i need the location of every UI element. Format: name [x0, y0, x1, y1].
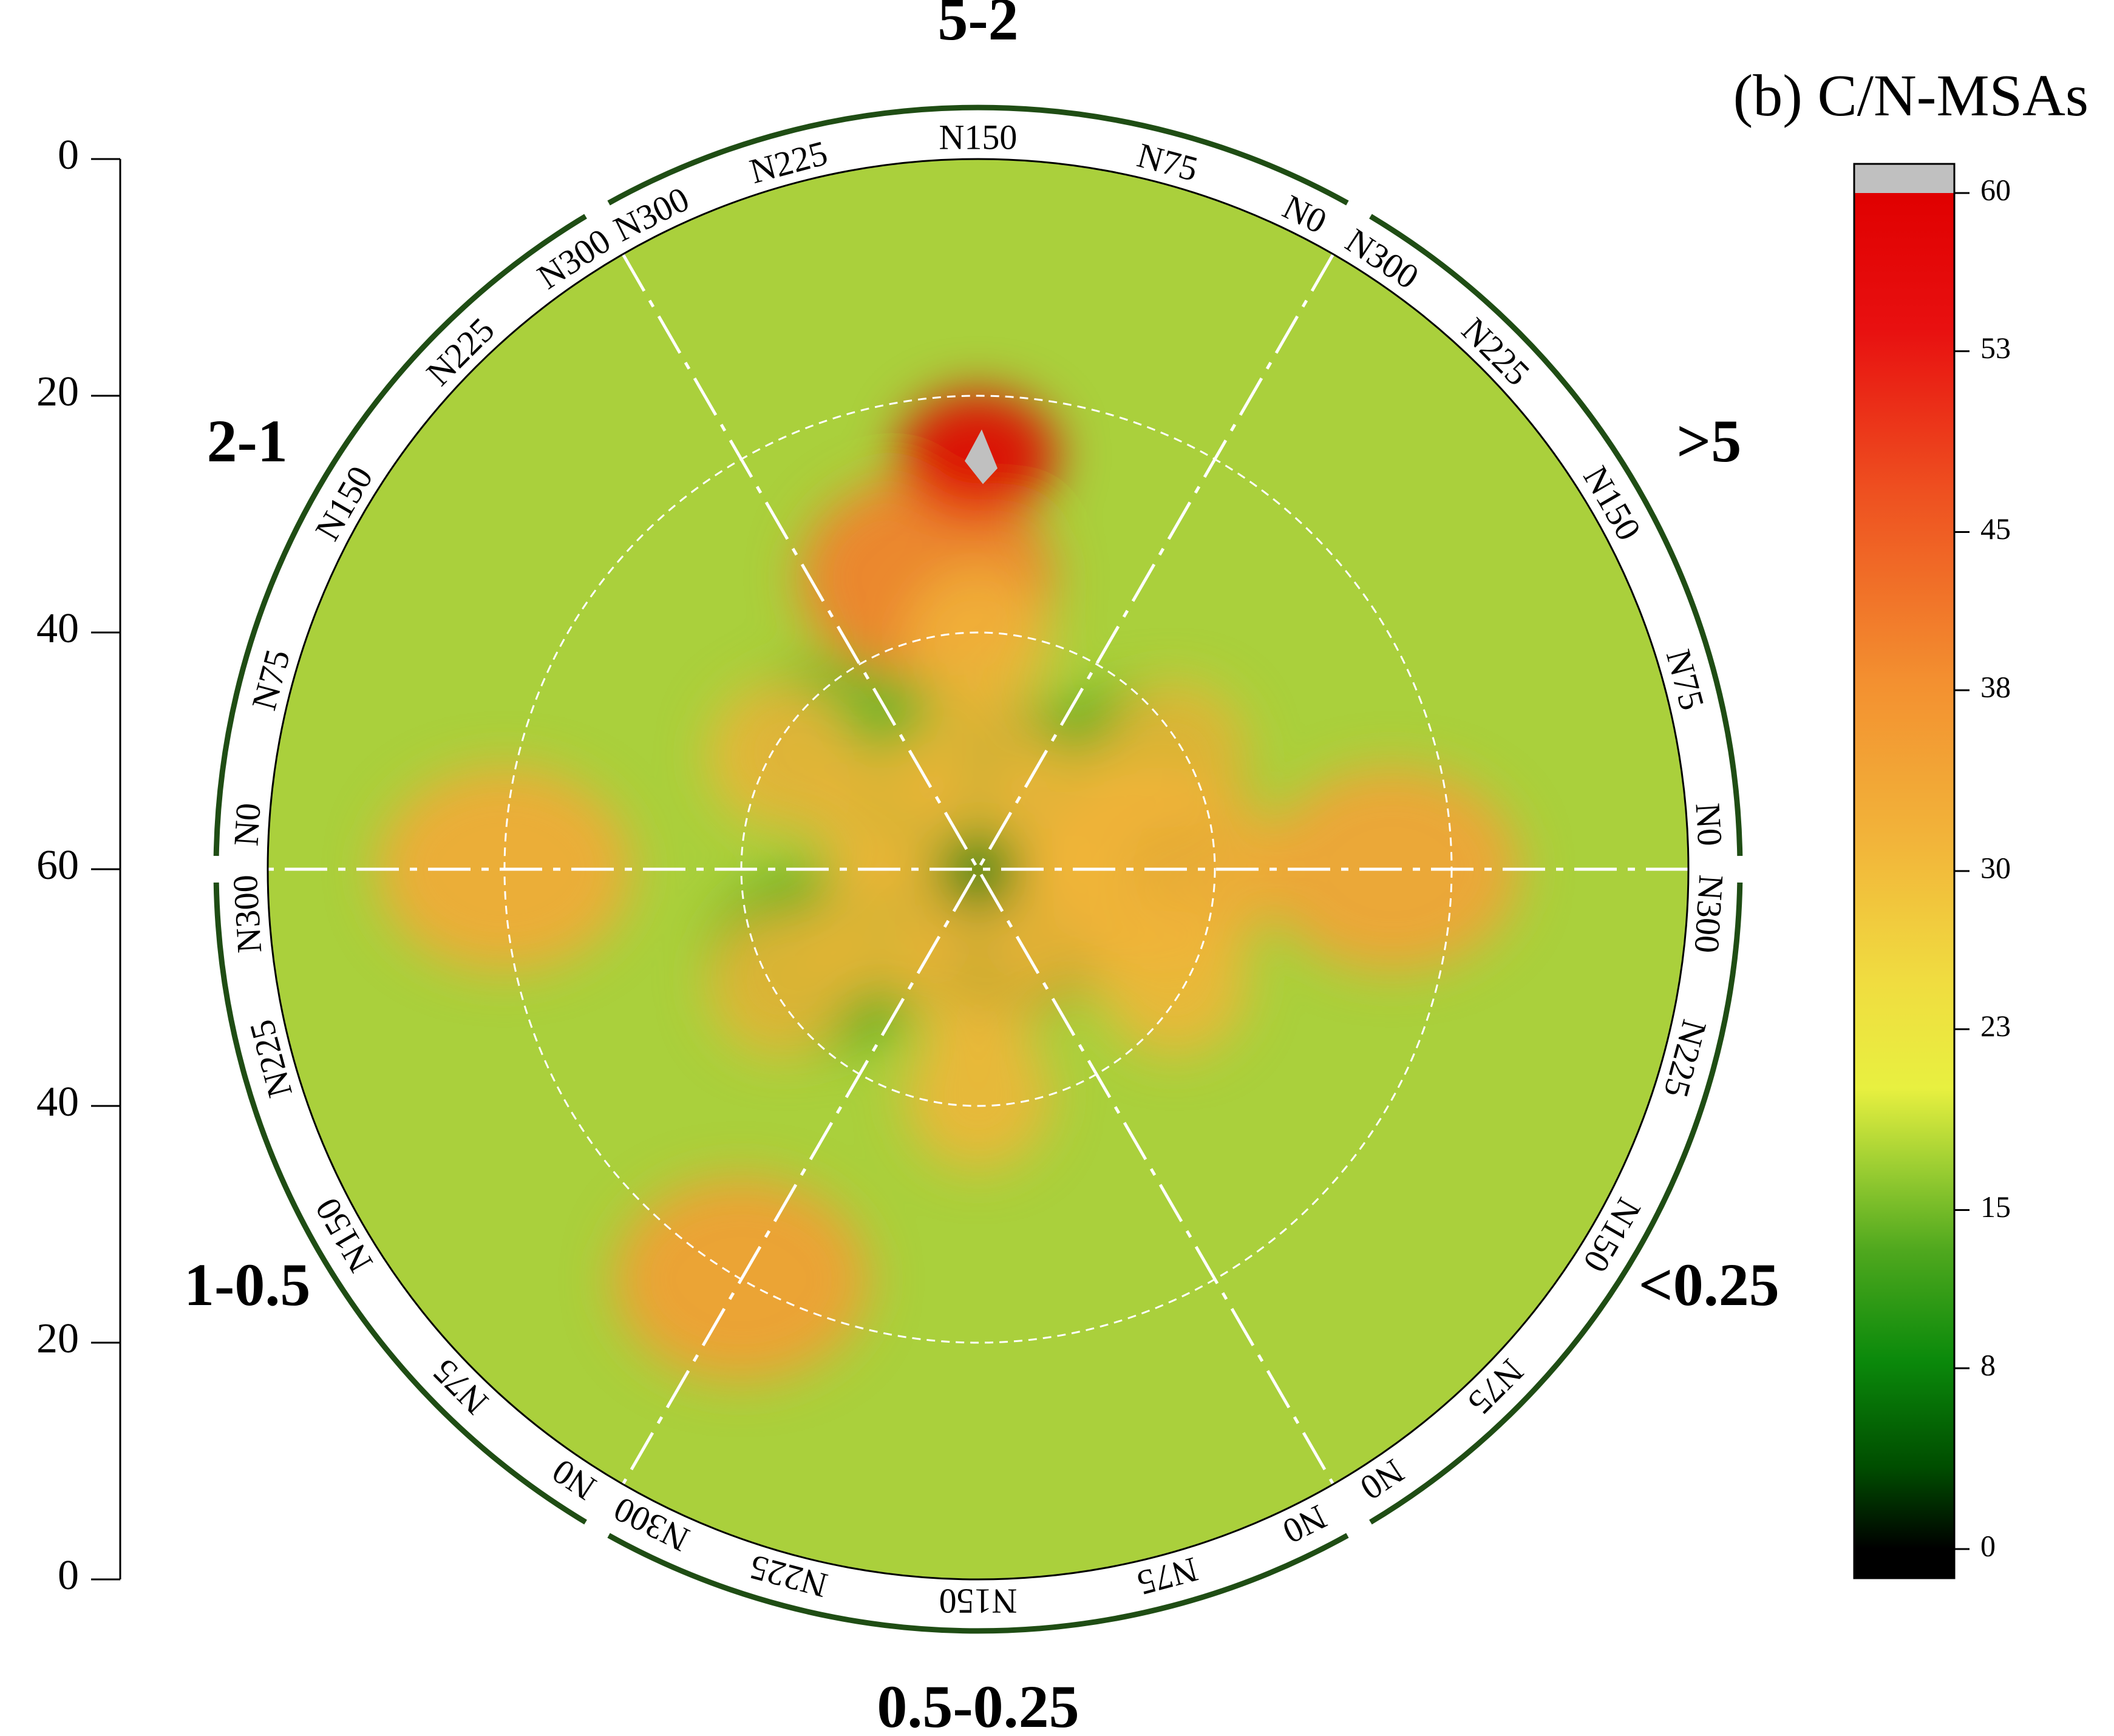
colorbar-over-color	[1854, 164, 1954, 193]
colorbar-tick-label: 38	[1980, 670, 2011, 704]
colorbar-tick-label: 45	[1980, 512, 2011, 546]
contour-region	[905, 1023, 1051, 1170]
colorbar-ticks: 0 8 15 23 30 38 45 53 60	[1954, 172, 2011, 1562]
colorbar-gradient	[1854, 193, 1954, 1549]
radial-tick-label: 0	[58, 132, 79, 178]
n-tick-label: N300	[1687, 873, 1732, 954]
sector-arc	[213, 882, 587, 1525]
radial-tick-label: 20	[36, 368, 79, 415]
radial-tick-label: 20	[36, 1315, 79, 1362]
sector-arc	[1369, 214, 1743, 856]
chart-title: (b) C/N-MSAs	[1733, 63, 2089, 129]
sector-label: 2-1	[207, 407, 288, 475]
radial-tick-label: 60	[36, 842, 79, 889]
colorbar-tick-label: 30	[1980, 850, 2011, 884]
colorbar-tick-label: 0	[1980, 1528, 1996, 1562]
sector-arc	[1369, 882, 1743, 1525]
colorbar-tick-label: 15	[1980, 1190, 2011, 1224]
colorbar-tick-label: 23	[1980, 1009, 2011, 1043]
n-tick-label: N150	[939, 117, 1018, 157]
n-tick-label: N0	[226, 802, 268, 847]
sector-label: >5	[1676, 407, 1741, 475]
sector-label: 0.5-0.25	[877, 1673, 1079, 1736]
sector-arc	[607, 104, 1349, 206]
contour-region	[1102, 682, 1248, 829]
grid-layer	[268, 253, 1688, 1485]
radial-axis: 0 20 40 60 40 20 0	[36, 132, 121, 1599]
sector-label: 1-0.5	[184, 1251, 310, 1318]
sector-divider	[621, 253, 1335, 1485]
contour-region	[905, 569, 1051, 715]
sector-label: <0.25	[1639, 1251, 1779, 1318]
contour-region	[708, 682, 854, 829]
colorbar-under-color	[1854, 1549, 1954, 1578]
contour-region	[708, 910, 854, 1056]
sector-arc	[607, 1533, 1349, 1634]
plot-area	[268, 159, 1688, 1579]
colorbar-tick-label: 60	[1980, 172, 2011, 206]
colorbar-tick-label: 53	[1980, 331, 2011, 365]
n-tick-label: N150	[939, 1582, 1018, 1621]
sector-divider	[621, 253, 1335, 1485]
radial-tick-label: 40	[36, 1079, 79, 1125]
over-range-region	[965, 429, 998, 484]
radial-tick-label: 40	[36, 605, 79, 652]
radial-tick-label: 0	[58, 1552, 79, 1599]
n-tick-label: N0	[1688, 802, 1730, 847]
contour-region	[1102, 910, 1248, 1056]
sector-label: 5-2	[937, 0, 1018, 53]
sector-arc	[213, 214, 587, 856]
plot-border	[267, 158, 1690, 1581]
colorbar-tick-label: 8	[1980, 1348, 1996, 1382]
colorbar: 0 8 15 23 30 38 45 53 60	[1853, 163, 2011, 1579]
radial-ticks: 0 20 40 60 40 20 0	[36, 132, 120, 1599]
n-tick-label: N300	[225, 873, 270, 954]
